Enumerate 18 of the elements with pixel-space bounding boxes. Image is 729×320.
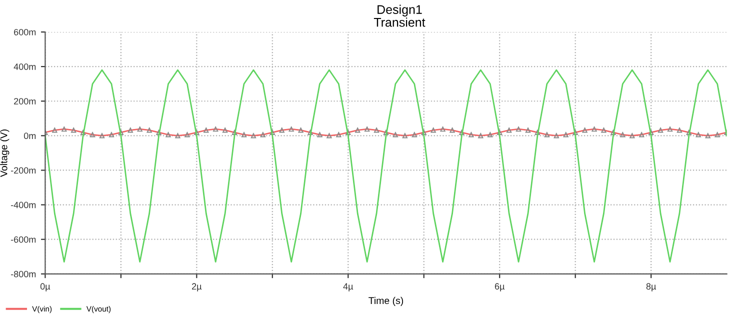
chart-title: Design1: [378, 4, 422, 16]
y-tick-label: 0m: [24, 132, 36, 140]
y-tick-label: -600m: [10, 236, 36, 243]
y-tick-label: 600m: [14, 28, 36, 36]
x-tick-label: 8µ: [646, 283, 656, 292]
y-tick-label: -200m: [10, 167, 36, 174]
x-axis-title: Time (s): [368, 296, 404, 306]
y-axis-title: Voltage (V): [0, 130, 10, 177]
x-tick-label: 0µ: [40, 283, 50, 292]
y-tick-label: 200m: [14, 98, 36, 104]
x-tick-label: 2µ: [192, 283, 202, 292]
chart-subtitle: Transient: [374, 18, 426, 27]
x-tick-label: 6µ: [494, 283, 505, 292]
y-tick-label: -400m: [10, 202, 36, 208]
y-tick-label: -800m: [10, 270, 36, 278]
line-series: [45, 69, 727, 263]
x-tick-label: 4µ: [343, 283, 354, 292]
y-tick-label: 400m: [14, 64, 36, 70]
